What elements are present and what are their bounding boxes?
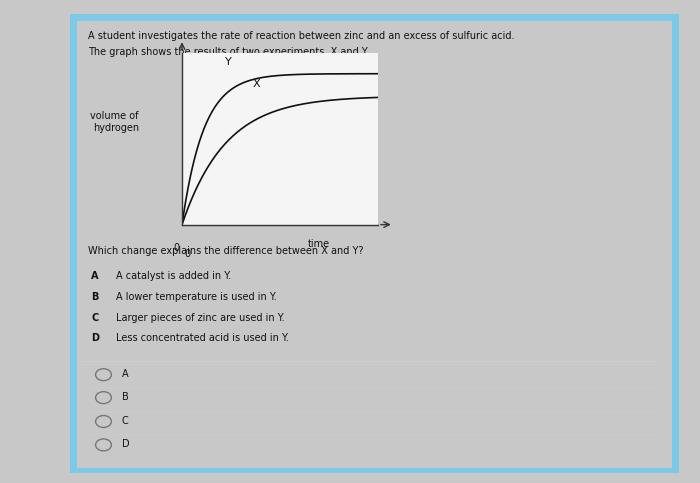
Bar xyxy=(70,468,679,473)
Text: 0: 0 xyxy=(185,249,191,258)
Text: A catalyst is added in Y.: A catalyst is added in Y. xyxy=(116,271,231,282)
Text: volume of
hydrogen: volume of hydrogen xyxy=(90,111,139,132)
Text: A: A xyxy=(122,369,128,379)
Text: X: X xyxy=(253,79,260,89)
Text: B: B xyxy=(122,392,129,402)
Bar xyxy=(672,14,679,473)
Text: Larger pieces of zinc are used in Y.: Larger pieces of zinc are used in Y. xyxy=(116,313,284,323)
Text: D: D xyxy=(122,439,130,449)
Text: The graph shows the results of two experiments, X and Y.: The graph shows the results of two exper… xyxy=(88,46,369,57)
Text: C: C xyxy=(91,313,99,323)
Text: Y: Y xyxy=(225,57,232,67)
Text: 0: 0 xyxy=(173,243,179,254)
Text: A: A xyxy=(91,271,99,282)
Text: D: D xyxy=(91,333,99,343)
Bar xyxy=(70,14,77,473)
Text: B: B xyxy=(91,292,99,302)
Text: Less concentrated acid is used in Y.: Less concentrated acid is used in Y. xyxy=(116,333,288,343)
Text: time: time xyxy=(308,239,330,249)
Bar xyxy=(70,14,679,21)
Text: Which change explains the difference between X and Y?: Which change explains the difference bet… xyxy=(88,246,364,256)
Text: C: C xyxy=(122,415,129,426)
Text: A lower temperature is used in Y.: A lower temperature is used in Y. xyxy=(116,292,276,302)
Text: A student investigates the rate of reaction between zinc and an excess of sulfur: A student investigates the rate of react… xyxy=(88,31,514,42)
